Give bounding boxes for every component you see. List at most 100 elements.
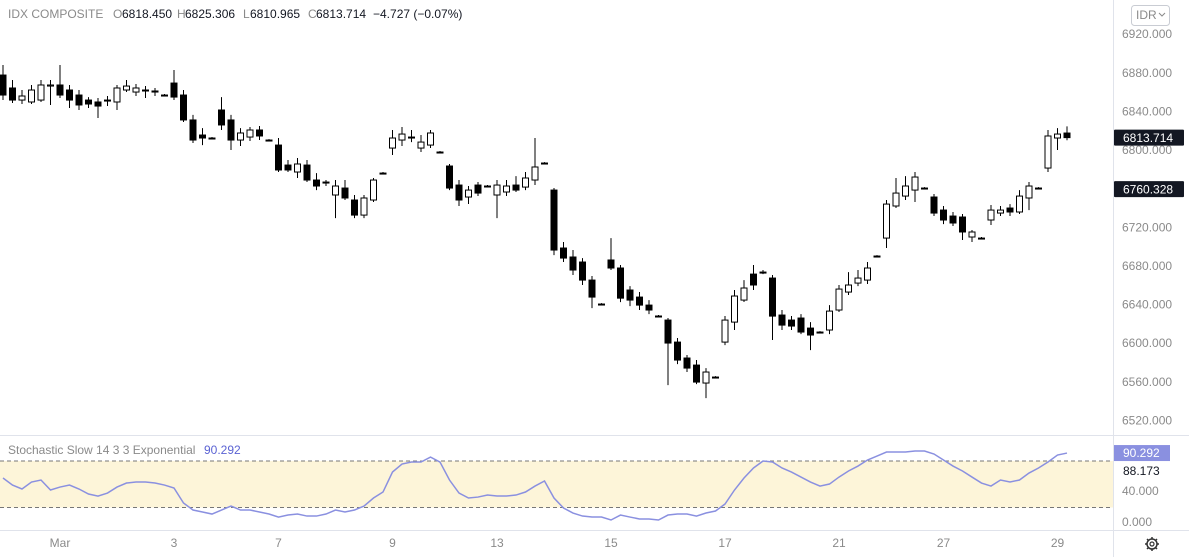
candle-body — [854, 277, 862, 284]
candle-body — [398, 133, 406, 141]
candle-body — [132, 87, 140, 93]
candle-body — [151, 90, 159, 93]
currency-button[interactable]: IDR — [1131, 5, 1170, 26]
candle-body — [503, 185, 510, 193]
candle-body — [474, 184, 482, 194]
indicator-value-label: 90.292 — [1123, 446, 1160, 460]
settings-button[interactable] — [1145, 537, 1159, 551]
candle-body — [265, 139, 273, 142]
y-tick-label: 6680.000 — [1122, 259, 1172, 273]
candle-body — [740, 287, 748, 301]
candle-body — [360, 197, 368, 216]
indicator-value-box — [1114, 445, 1170, 462]
candle-body — [940, 209, 947, 221]
candle-body — [674, 341, 681, 361]
candle-body — [607, 259, 615, 269]
candle-body — [569, 256, 577, 271]
candle-body — [332, 185, 339, 196]
candle-body — [104, 99, 111, 102]
candle-body — [835, 288, 843, 311]
candle-body — [959, 216, 966, 233]
candle-body — [968, 231, 976, 238]
candle-body — [246, 129, 254, 138]
candle-body — [902, 185, 909, 197]
candle-body — [826, 310, 833, 331]
candle-body — [28, 89, 35, 103]
candle-body — [664, 319, 672, 344]
close-label: C — [308, 7, 317, 21]
candle-body — [636, 296, 643, 306]
candle-body — [807, 327, 814, 336]
candle-body — [1063, 132, 1071, 139]
candle-body — [1006, 207, 1014, 213]
symbol: IDX COMPOSITE — [8, 7, 103, 21]
candle-body — [626, 289, 634, 301]
candle-body — [37, 84, 45, 101]
candle-body — [427, 132, 434, 146]
x-tick-label: Mar — [50, 536, 71, 550]
candle-body — [322, 181, 330, 184]
open-value: 6818.450 — [122, 7, 172, 21]
indicator-value: 90.292 — [204, 443, 241, 457]
candle-body — [864, 267, 871, 281]
x-tick-label: 29 — [1051, 536, 1065, 550]
candle-body — [47, 84, 54, 87]
y-tick-label: 6520.000 — [1122, 413, 1172, 427]
candle-body — [873, 255, 881, 258]
candle-body — [721, 319, 729, 343]
candle-body — [351, 199, 358, 216]
candle-body — [1025, 185, 1033, 199]
dropdown-chevron — [1158, 12, 1166, 17]
candle-body — [693, 364, 700, 383]
price-line-label: 6760.328 — [1123, 182, 1173, 196]
candle-body — [617, 267, 624, 299]
candle-body — [389, 137, 396, 149]
x-tick-label: 21 — [832, 536, 846, 550]
candle-body — [113, 87, 121, 103]
candle-body — [66, 89, 73, 101]
candle-body — [921, 187, 928, 190]
stochastic-line — [2, 450, 1068, 521]
last-price-label: 6813.714 — [1123, 131, 1173, 145]
candle-body — [455, 184, 463, 201]
candle-body — [883, 203, 890, 239]
low-label: L — [243, 7, 250, 21]
x-tick-label: 15 — [604, 536, 618, 550]
candle-body — [370, 179, 377, 201]
candle-body — [560, 247, 567, 259]
candle-body — [56, 84, 64, 96]
candle-body — [379, 172, 387, 175]
y-tick-label: 6800.000 — [1122, 143, 1172, 157]
candle-body — [949, 215, 957, 224]
candle-body — [778, 314, 786, 326]
candle-body — [702, 371, 710, 384]
gear-hub — [1149, 541, 1155, 547]
candle-body — [75, 94, 83, 106]
x-tick-label: 27 — [937, 536, 951, 550]
candle-body — [170, 82, 178, 98]
currency-label: IDR — [1136, 8, 1157, 22]
candle-body — [284, 164, 292, 171]
candle-body — [930, 196, 938, 214]
high-value: 6825.306 — [185, 7, 235, 21]
candle-body — [85, 99, 92, 105]
candle-body — [579, 261, 586, 281]
x-tick-label: 9 — [389, 536, 396, 550]
candle-body — [303, 164, 311, 181]
candle-body — [408, 136, 415, 139]
candle-body — [512, 184, 520, 191]
candle-body — [769, 277, 776, 317]
candle-body — [750, 273, 757, 286]
candle-body — [341, 187, 349, 199]
candle-body — [237, 132, 244, 141]
candle-body — [588, 279, 596, 298]
candle-body — [199, 134, 206, 139]
candle-body — [522, 177, 529, 188]
candle-body — [788, 319, 795, 327]
candle-body — [911, 176, 919, 191]
candle-body — [531, 166, 539, 181]
candle-body — [275, 144, 282, 171]
gear-teeth — [1145, 537, 1159, 551]
candle-body — [598, 303, 605, 306]
